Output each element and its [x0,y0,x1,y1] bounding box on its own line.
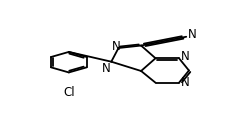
Text: N: N [188,28,197,42]
Text: N: N [181,76,190,89]
Text: N: N [102,62,110,75]
Text: Cl: Cl [63,86,75,99]
Text: N: N [181,50,190,63]
Text: N: N [111,40,120,53]
